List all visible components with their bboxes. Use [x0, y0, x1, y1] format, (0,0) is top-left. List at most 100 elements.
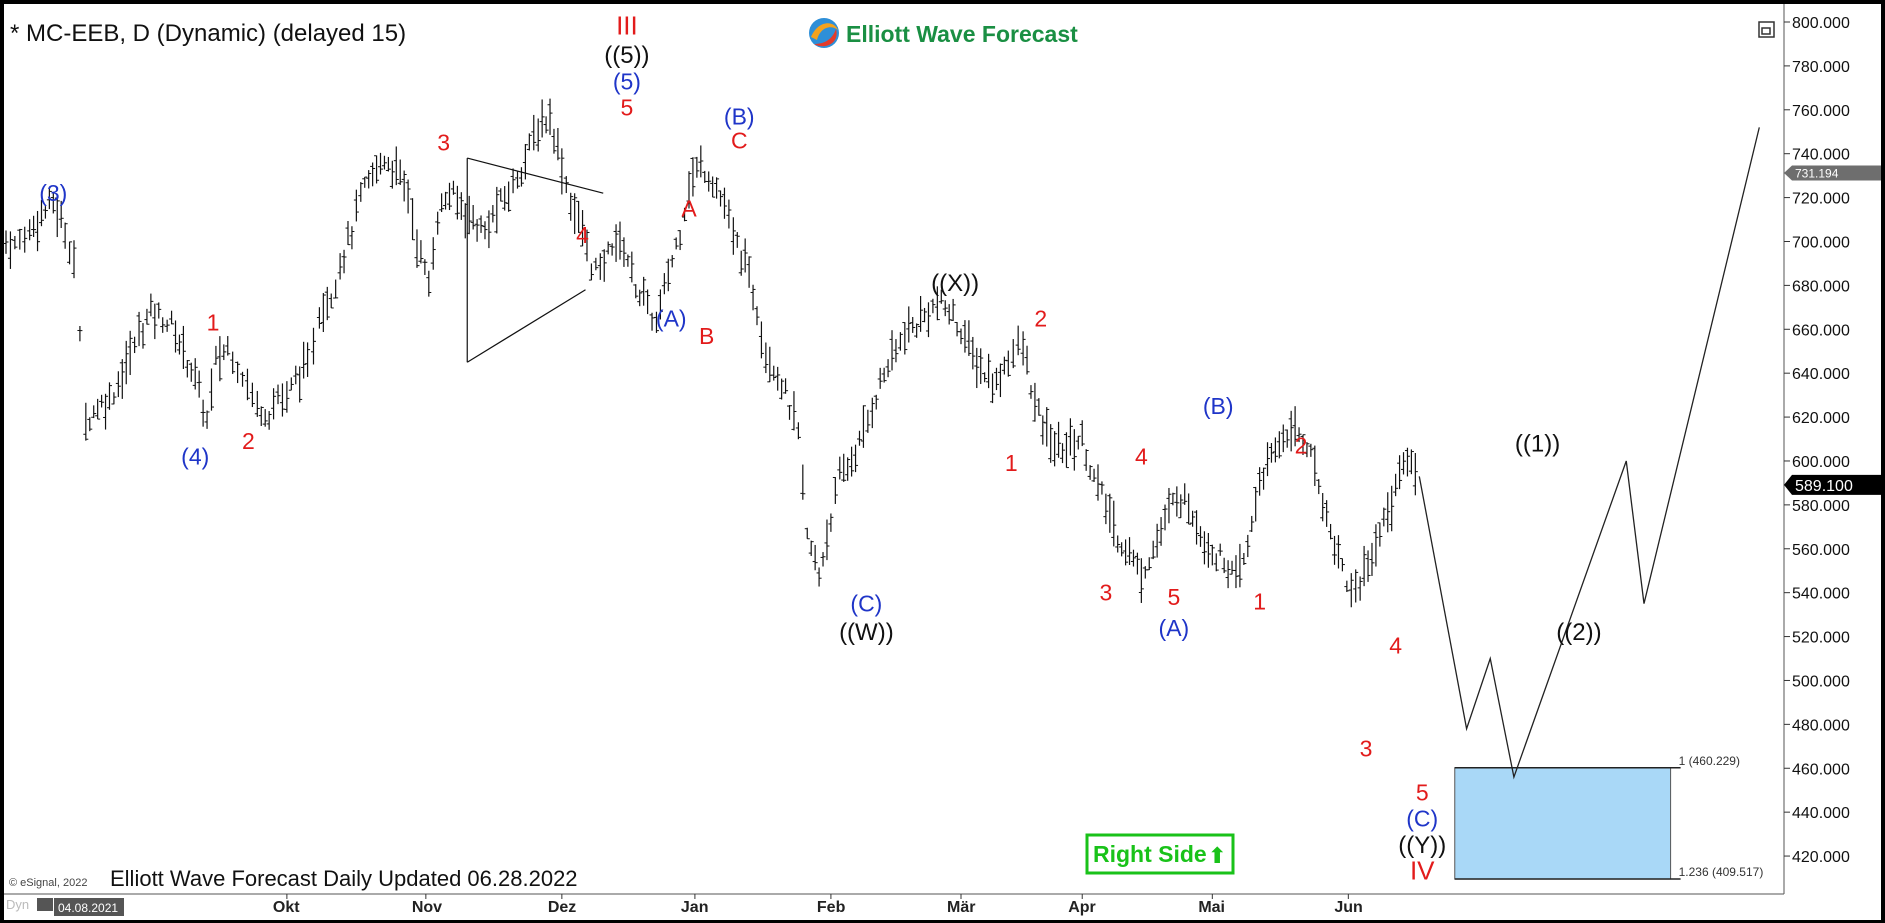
triangle-pattern	[466, 157, 604, 363]
wave-label: 1	[207, 310, 220, 336]
wave-label: 2	[1295, 433, 1308, 459]
price-tick-label: 620.000	[1792, 410, 1850, 427]
triangle-lower-line	[466, 289, 586, 363]
price-bars	[3, 98, 1418, 608]
price-tick-label: 560.000	[1792, 542, 1850, 559]
price-tick-label: 720.000	[1792, 191, 1850, 208]
wave-label: 3	[1360, 736, 1373, 762]
target-zone-label-top: 1 (460.229)	[1679, 754, 1740, 768]
wave-label: 2	[242, 428, 255, 454]
price-tick-label: 460.000	[1792, 761, 1850, 778]
price-tags: 731.194 589.100	[1784, 165, 1881, 495]
time-tick-label: Okt	[273, 899, 300, 916]
time-tick-label: Feb	[817, 899, 846, 916]
wave-label: (C)	[850, 591, 882, 617]
wave-label: ((1))	[1515, 430, 1560, 457]
price-tag-label: 731.194	[1795, 167, 1839, 181]
price-tick-label: 420.000	[1792, 849, 1850, 866]
time-axis	[4, 894, 1881, 920]
time-tick-label: Mai	[1198, 899, 1225, 916]
wave-label: (A)	[656, 305, 687, 331]
price-tick-label: 640.000	[1792, 366, 1850, 383]
wave-label: (3)	[39, 180, 67, 206]
time-tick-label: Jan	[681, 899, 709, 916]
wave-label: (A)	[1159, 615, 1190, 641]
wave-label: ((2))	[1556, 619, 1601, 646]
brand-logo-swoosh-2	[814, 29, 837, 47]
triangle-upper-line	[467, 157, 604, 194]
price-tick-label: 440.000	[1792, 805, 1850, 822]
up-arrow-icon: ⬆	[1208, 844, 1226, 869]
wave-label: A	[681, 196, 697, 222]
price-tick-label: 760.000	[1792, 103, 1850, 120]
wave-label: B	[699, 323, 714, 349]
wave-label: 4	[1135, 444, 1148, 470]
wave-label: 3	[437, 130, 450, 156]
footer-update-text: Elliott Wave Forecast Daily Updated 06.2…	[110, 866, 578, 891]
wave-label: 4	[576, 222, 589, 248]
price-tag-label: 589.100	[1795, 478, 1853, 495]
right-side-badge: Right Side ⬆	[1085, 833, 1235, 875]
wave-label: (C)	[1406, 806, 1438, 832]
projection-line	[1418, 127, 1760, 780]
price-tick-label: 480.000	[1792, 717, 1850, 734]
copyright-text: © eSignal, 2022	[9, 877, 87, 889]
wave-label: ((X))	[931, 270, 979, 297]
price-tick-label: 500.000	[1792, 673, 1850, 690]
brand-logo-swoosh	[811, 23, 838, 40]
price-tick-label: 540.000	[1792, 586, 1850, 603]
price-tick-label: 600.000	[1792, 454, 1850, 471]
price-tag-box	[1784, 474, 1881, 495]
wave-label: ((Y))	[1398, 832, 1446, 859]
wave-label: (B)	[724, 103, 755, 129]
projection-path	[1418, 127, 1760, 780]
wave-label: 1	[1253, 588, 1266, 614]
price-ticks: 800.000 780.000 760.000 740.000 720.000 700.0…	[1784, 15, 1850, 866]
price-tick-label: 580.000	[1792, 498, 1850, 515]
wave-label: 5	[1416, 779, 1429, 805]
price-tick-label: 520.000	[1792, 630, 1850, 647]
target-zone-label-bottom: 1.236 (409.517)	[1679, 865, 1764, 879]
wave-label: ((5))	[604, 42, 649, 69]
time-tick-label: Nov	[412, 899, 442, 916]
wave-label: (B)	[1203, 393, 1234, 419]
wave-labels: (3)(4)1234III((5))(5)5(A)AB(B)C(C)((W))(…	[39, 10, 1601, 885]
wave-label: C	[731, 128, 748, 154]
corner-label: Dyn	[6, 897, 29, 912]
date-box-text: 04.08.2021	[58, 901, 118, 915]
time-tick-label: Mär	[947, 899, 975, 916]
wave-label: III	[616, 10, 638, 40]
restore-icon[interactable]	[1758, 21, 1775, 38]
right-side-label: Right Side	[1093, 841, 1207, 867]
time-tick-label: Jun	[1334, 899, 1362, 916]
time-ticks: Okt Nov Dez Jan Feb Mär Apr Mai Jun	[273, 894, 1363, 916]
brand-logo: Elliott Wave Forecast	[809, 18, 1078, 48]
wave-label: IV	[1410, 855, 1435, 885]
price-tick-label: 700.000	[1792, 234, 1850, 251]
price-tag-box	[1784, 165, 1881, 181]
wave-label: 5	[1167, 584, 1180, 610]
wave-label: ((W))	[839, 619, 894, 646]
chart-title: * MC-EEB, D (Dynamic) (delayed 15)	[10, 20, 406, 47]
date-box: 04.08.2021	[37, 898, 124, 916]
time-tick-label: Apr	[1068, 899, 1096, 916]
price-tick-label: 800.000	[1792, 15, 1850, 32]
wave-label: (5)	[613, 68, 641, 94]
price-tick-label: 660.000	[1792, 322, 1850, 339]
target-zone-box	[1454, 767, 1672, 880]
price-axis	[1784, 4, 1881, 894]
brand-name: Elliott Wave Forecast	[846, 21, 1078, 47]
plot-area	[4, 4, 1784, 894]
time-tick-label: Dez	[548, 899, 576, 916]
wave-label: (4)	[181, 444, 209, 470]
price-tick-label: 740.000	[1792, 147, 1850, 164]
wave-label: 3	[1099, 580, 1112, 606]
wave-label: 2	[1034, 305, 1047, 331]
wave-label: 5	[621, 95, 634, 121]
target-zone: 1 (460.229) 1.236 (409.517)	[1454, 754, 1764, 880]
price-tick-label: 780.000	[1792, 59, 1850, 76]
price-tick-label: 680.000	[1792, 278, 1850, 295]
wave-label: 1	[1005, 450, 1018, 476]
